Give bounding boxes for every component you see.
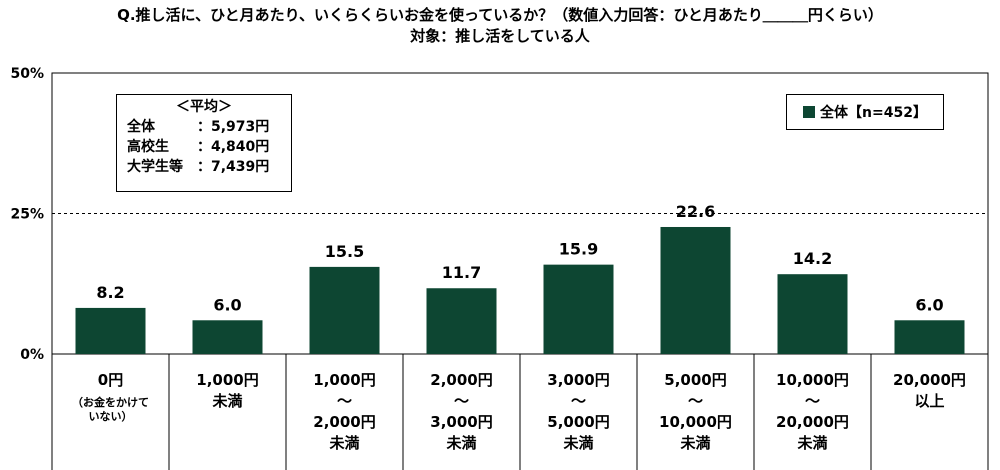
x-tick-label: ～	[337, 392, 352, 410]
x-tick-label: 未満	[562, 434, 593, 452]
x-tick-label: ～	[688, 392, 703, 410]
bar	[777, 274, 848, 354]
x-tick-label: 10,000円	[659, 413, 732, 431]
bar	[660, 226, 731, 354]
x-tick-label: 5,000円	[547, 413, 609, 431]
legend: 全体【n=452】	[786, 94, 944, 130]
data-label: 11.7	[442, 263, 481, 282]
stats-value: ：7,439円	[197, 159, 270, 175]
bar	[75, 307, 146, 354]
x-tick-label: 2,000円	[430, 371, 492, 389]
data-label: 6.0	[213, 295, 241, 314]
x-tick-label: 10,000円	[776, 371, 849, 389]
bar	[309, 266, 380, 354]
bar	[543, 264, 614, 354]
chart-title: Q.推し活に、ひと月あたり、いくらくらいお金を使っているか？（数値入力回答：ひと…	[117, 6, 883, 24]
x-tick-label: 1,000円	[313, 371, 375, 389]
x-tick-label: 未満	[211, 392, 242, 410]
average-stats-box: ＜平均＞ 全体 ：5,973円 高校生 ：4,840円 大学生等 ：7,439円	[116, 94, 292, 192]
data-label: 14.2	[793, 249, 832, 268]
bar	[894, 320, 965, 354]
x-tick-label: 未満	[796, 434, 827, 452]
x-tick-label: ～	[571, 392, 586, 410]
stats-label: 大学生等	[127, 159, 183, 175]
stats-row-high-school: 高校生 ：4,840円	[127, 137, 291, 157]
stats-row-all: 全体 ：5,973円	[127, 117, 291, 137]
x-tick-label: 20,000円	[776, 413, 849, 431]
bar	[426, 288, 497, 354]
x-tick-label: 未満	[445, 434, 476, 452]
x-tick-label: 1,000円	[196, 371, 258, 389]
data-label: 8.2	[96, 283, 124, 302]
stats-value: ：4,840円	[197, 139, 270, 155]
x-tick-label: ～	[454, 392, 469, 410]
stats-value: ：5,973円	[197, 119, 270, 135]
x-tick-label: 3,000円	[430, 413, 492, 431]
y-tick-label: 50%	[10, 66, 44, 82]
x-tick-label: 未満	[328, 434, 359, 452]
x-tick-label: （お金をかけて	[72, 395, 149, 409]
x-tick-label: 以上	[914, 392, 944, 410]
x-tick-label: ～	[805, 392, 820, 410]
x-tick-label: 未満	[679, 434, 710, 452]
legend-swatch	[803, 106, 816, 118]
stats-label: 全体	[127, 119, 155, 135]
y-tick-label: 0%	[20, 347, 44, 363]
x-tick-label: 5,000円	[664, 371, 726, 389]
data-label: 15.9	[559, 240, 598, 259]
stats-row-university: 大学生等 ：7,439円	[127, 157, 291, 177]
x-tick-label: 20,000円	[893, 371, 966, 389]
bar	[192, 320, 263, 354]
stats-header: ＜平均＞	[176, 99, 232, 115]
x-tick-label: いない）	[89, 410, 133, 423]
data-label: 6.0	[915, 295, 943, 314]
y-tick-label: 25%	[10, 207, 44, 223]
x-tick-label: 3,000円	[547, 371, 609, 389]
x-tick-label: 0円	[98, 371, 123, 389]
stats-label: 高校生	[127, 139, 169, 155]
x-tick-label: 2,000円	[313, 413, 375, 431]
chart-subtitle: 対象：推し活をしている人	[410, 27, 590, 45]
data-label: 15.5	[325, 242, 364, 261]
legend-label: 全体【n=452】	[820, 105, 927, 121]
data-label: 22.6	[676, 202, 715, 221]
